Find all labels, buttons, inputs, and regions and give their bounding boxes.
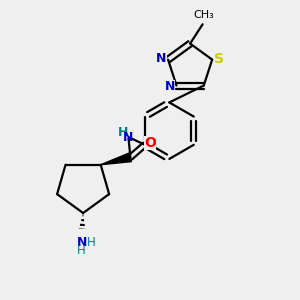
Text: H: H xyxy=(118,126,128,139)
Text: N: N xyxy=(156,52,167,65)
Text: H: H xyxy=(77,244,86,257)
Text: N: N xyxy=(123,131,134,144)
Text: N: N xyxy=(76,236,87,249)
Text: H: H xyxy=(86,236,95,249)
Text: S: S xyxy=(214,52,224,66)
Polygon shape xyxy=(101,153,131,165)
Text: O: O xyxy=(144,136,156,150)
Text: N: N xyxy=(165,80,175,93)
Text: CH₃: CH₃ xyxy=(194,10,214,20)
